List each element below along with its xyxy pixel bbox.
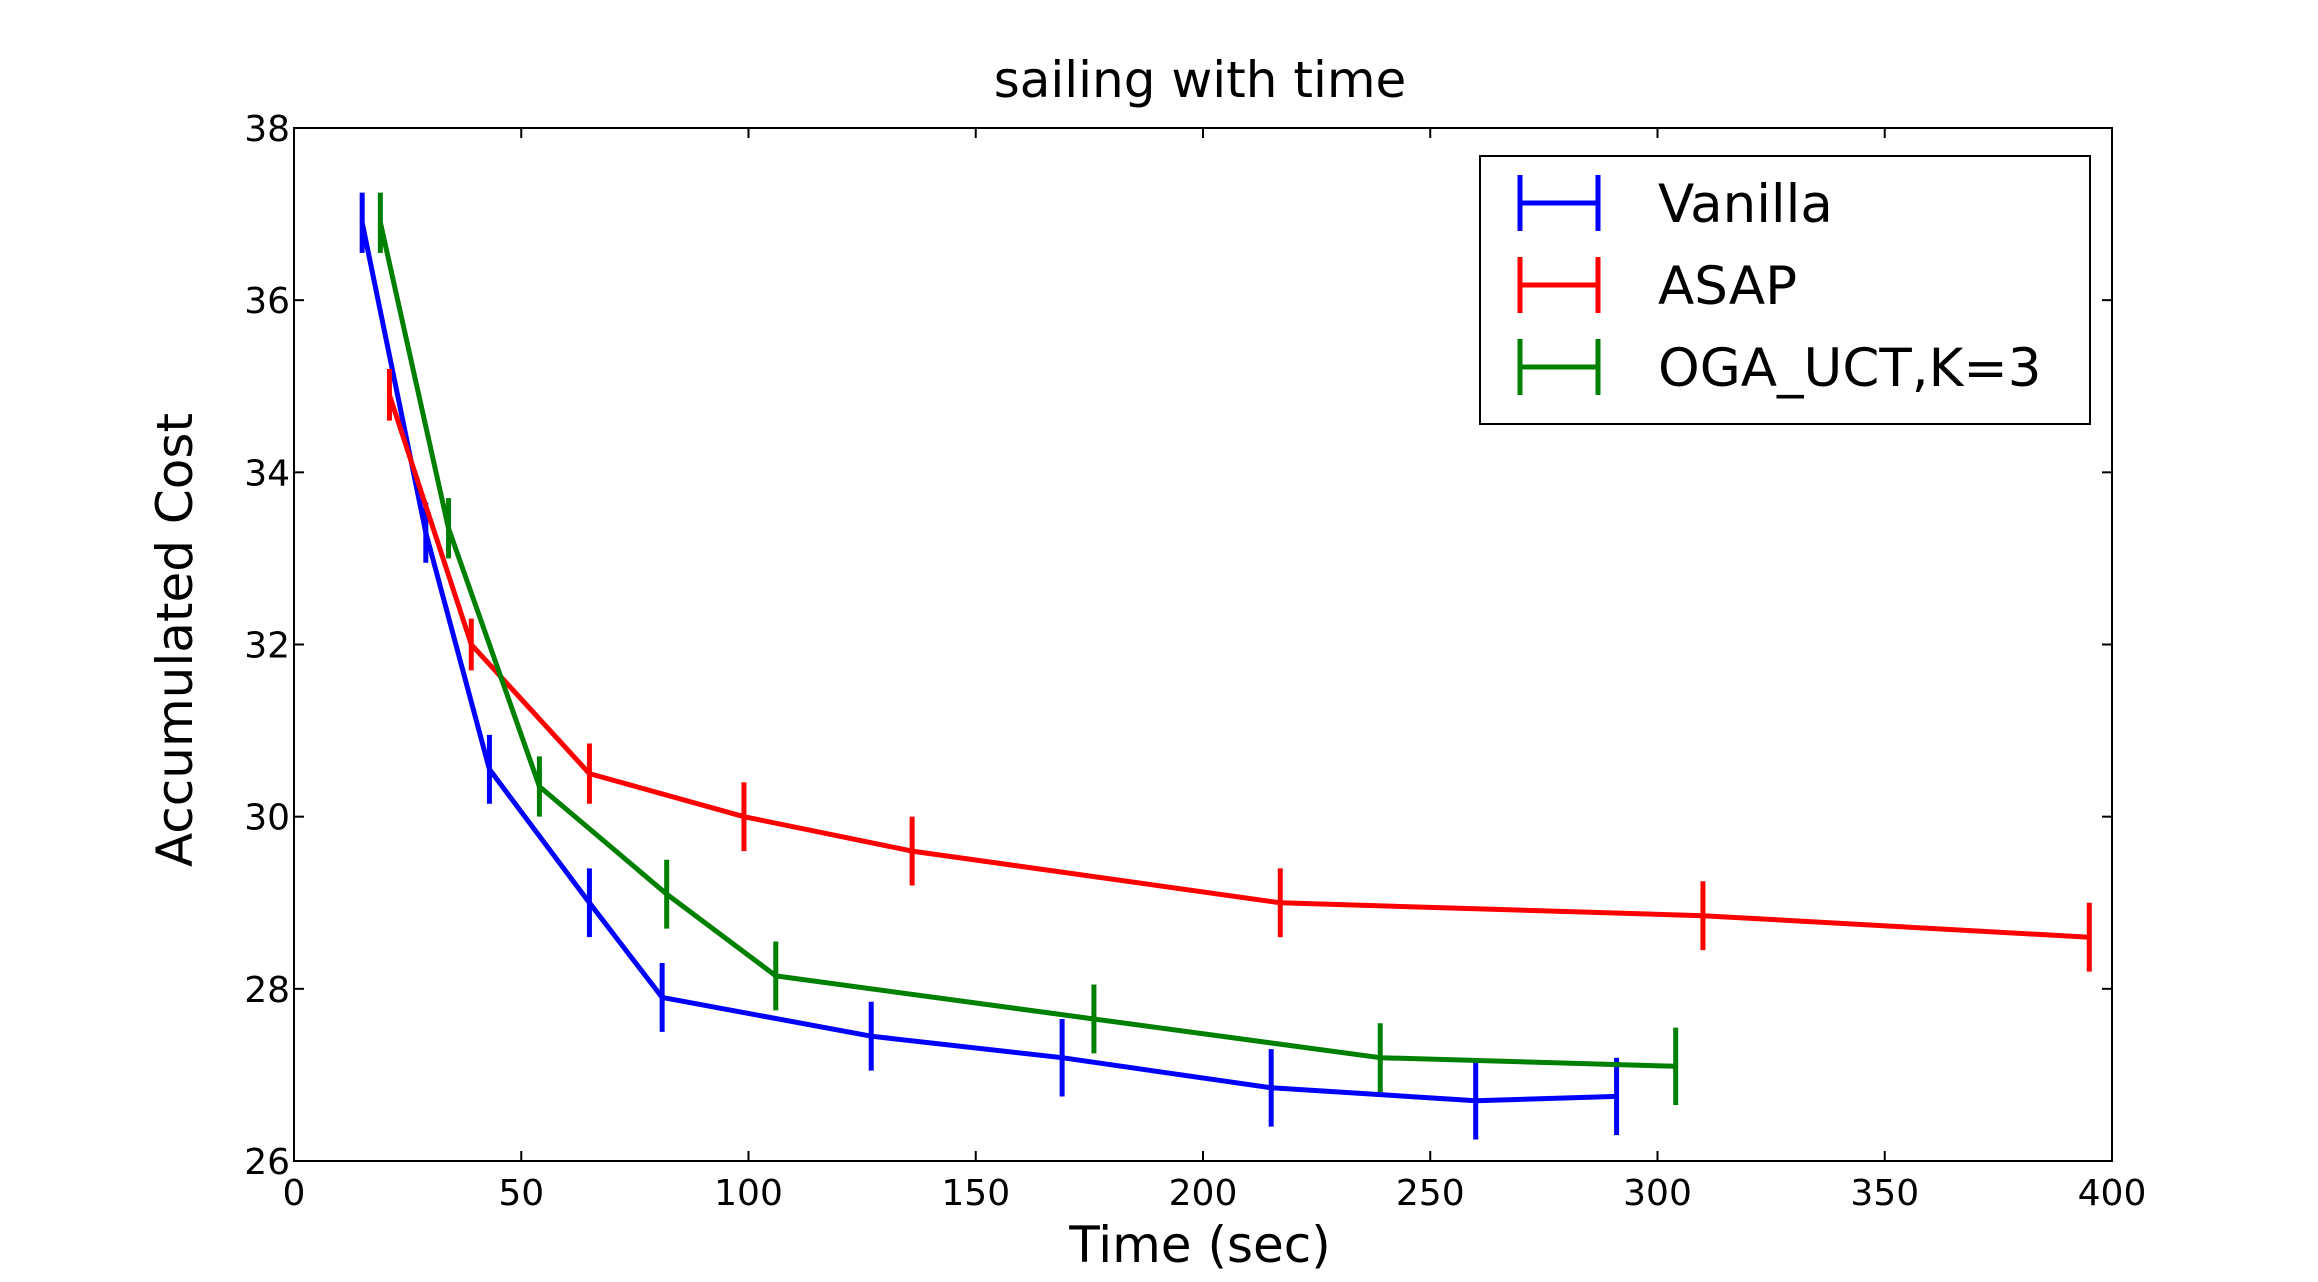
x-tick-label: 200 — [1169, 1173, 1238, 1214]
legend: Vanilla ASAP OGA_UCT,K=3 — [1479, 155, 2091, 425]
x-tick-label: 300 — [1623, 1173, 1692, 1214]
y-tick-label: 26 — [244, 1142, 290, 1183]
x-tick-label: 100 — [714, 1173, 783, 1214]
legend-label: Vanilla — [1658, 174, 1833, 235]
x-tick-label: 0 — [283, 1173, 306, 1214]
y-tick-label: 34 — [244, 453, 290, 494]
legend-label: OGA_UCT,K=3 — [1658, 338, 2041, 399]
series-line-0 — [359, 222, 1617, 1104]
y-axis-title: Accumulated Cost — [146, 413, 204, 867]
y-tick-label: 38 — [244, 109, 290, 150]
chart-title: sailing with time — [994, 51, 1407, 109]
y-tick-label: 36 — [244, 281, 290, 322]
x-tick-label: 50 — [498, 1173, 544, 1214]
series-line-1 — [387, 394, 2090, 940]
x-tick-label: 250 — [1396, 1173, 1465, 1214]
y-tick-label: 28 — [244, 970, 290, 1011]
x-tick-label: 400 — [2078, 1173, 2147, 1214]
y-tick-label: 32 — [244, 626, 290, 667]
x-tick-label: 350 — [1850, 1173, 1919, 1214]
x-tick-label: 150 — [941, 1173, 1010, 1214]
y-tick-label: 30 — [244, 798, 290, 839]
series-line-2 — [377, 222, 1676, 1069]
axis-ticks: 0 50 100 150 200 250 300 350 400 26 28 30 32 34 36 38 — [244, 109, 2146, 1214]
legend-label: ASAP — [1658, 256, 1797, 317]
x-axis-title: Time (sec) — [1068, 1216, 1331, 1274]
plot-area — [359, 192, 2092, 1140]
